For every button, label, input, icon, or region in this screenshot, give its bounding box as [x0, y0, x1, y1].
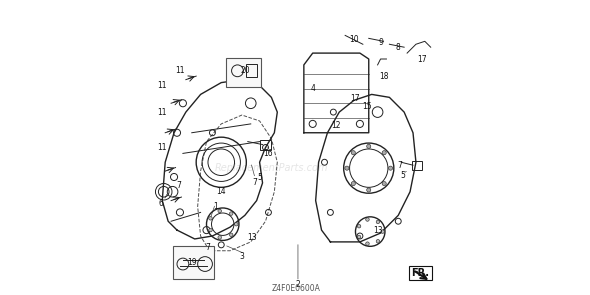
Text: 3: 3	[240, 252, 244, 261]
Text: Z4F0E0600A: Z4F0E0600A	[272, 284, 321, 293]
Text: 12: 12	[332, 121, 341, 130]
Circle shape	[376, 220, 380, 224]
Text: FR.: FR.	[411, 268, 430, 278]
Text: 9: 9	[378, 38, 383, 47]
Circle shape	[389, 166, 393, 170]
Text: 4: 4	[310, 84, 315, 93]
Circle shape	[209, 228, 212, 232]
Circle shape	[230, 212, 233, 215]
Text: 7: 7	[176, 181, 181, 190]
Text: 7: 7	[397, 161, 402, 170]
Text: ReplacementParts.com: ReplacementParts.com	[215, 163, 328, 173]
Circle shape	[366, 144, 371, 148]
Text: 5: 5	[400, 171, 405, 180]
Circle shape	[218, 236, 221, 239]
Text: 10: 10	[349, 35, 359, 44]
FancyBboxPatch shape	[172, 246, 214, 279]
Circle shape	[209, 217, 212, 220]
Text: 18: 18	[379, 72, 388, 81]
Circle shape	[351, 151, 355, 155]
Text: 14: 14	[217, 187, 226, 196]
Text: 6: 6	[158, 199, 163, 208]
Circle shape	[376, 240, 380, 243]
Text: 5: 5	[257, 173, 262, 181]
Text: 11: 11	[158, 143, 167, 152]
Circle shape	[351, 181, 355, 186]
FancyBboxPatch shape	[225, 58, 261, 87]
Circle shape	[345, 166, 349, 170]
Text: 19: 19	[187, 258, 196, 267]
Text: 13: 13	[373, 226, 382, 235]
Circle shape	[358, 224, 361, 228]
Text: 16: 16	[264, 149, 273, 158]
Text: 20: 20	[240, 66, 250, 75]
Text: 7: 7	[253, 178, 258, 187]
Text: 7: 7	[205, 243, 211, 252]
Text: 2: 2	[296, 280, 300, 289]
Circle shape	[382, 151, 386, 155]
Circle shape	[381, 230, 385, 233]
Text: 8: 8	[396, 43, 401, 52]
Text: 13: 13	[247, 233, 257, 242]
Circle shape	[358, 235, 361, 239]
Circle shape	[366, 188, 371, 192]
Circle shape	[230, 233, 233, 237]
Circle shape	[366, 218, 369, 221]
Text: 11: 11	[158, 108, 167, 117]
Text: 17: 17	[350, 94, 360, 103]
Circle shape	[366, 242, 369, 245]
Circle shape	[218, 209, 221, 213]
Text: 1: 1	[213, 202, 218, 211]
Text: 15: 15	[362, 102, 372, 111]
Text: 17: 17	[417, 55, 427, 63]
Text: 11: 11	[158, 81, 167, 90]
Text: 11: 11	[175, 66, 185, 75]
Circle shape	[234, 222, 238, 226]
Circle shape	[382, 181, 386, 186]
